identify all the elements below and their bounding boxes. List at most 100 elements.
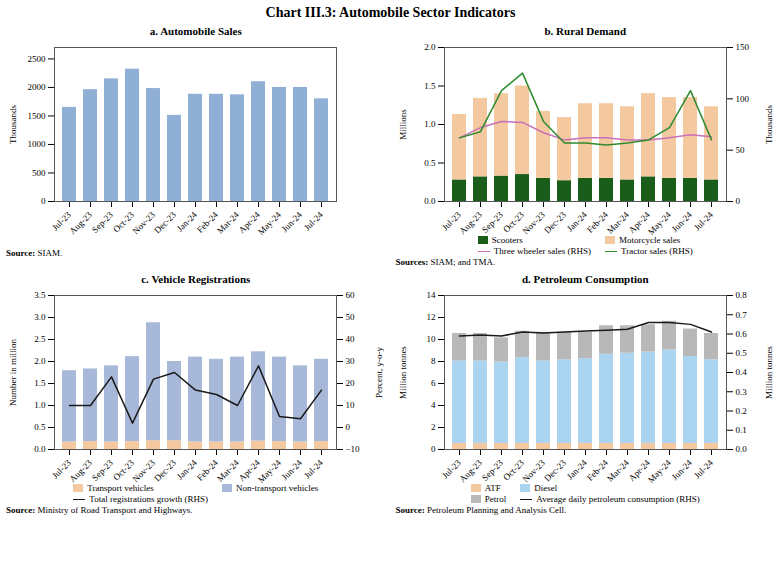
- svg-text:Dec-23: Dec-23: [152, 457, 178, 483]
- svg-text:2.5: 2.5: [34, 334, 46, 344]
- svg-text:Aug-23: Aug-23: [67, 457, 94, 483]
- svg-text:500: 500: [32, 168, 46, 178]
- svg-text:30: 30: [346, 356, 356, 366]
- svg-text:May-24: May-24: [645, 457, 673, 483]
- svg-text:Feb-24: Feb-24: [194, 457, 220, 483]
- svg-text:Jan-24: Jan-24: [564, 209, 588, 233]
- svg-text:50: 50: [346, 312, 356, 322]
- svg-text:Thousands: Thousands: [8, 105, 18, 144]
- svg-text:Mar-24: Mar-24: [215, 209, 241, 235]
- svg-text:50: 50: [735, 145, 745, 155]
- svg-text:0.7: 0.7: [735, 310, 747, 320]
- svg-text:Nov-23: Nov-23: [520, 209, 547, 235]
- svg-text:Thousands: Thousands: [763, 105, 773, 144]
- svg-text:10: 10: [346, 400, 356, 410]
- svg-text:Nov-23: Nov-23: [130, 457, 157, 483]
- svg-text:Million tonnes: Million tonnes: [397, 346, 407, 399]
- svg-text:Million tonnes: Million tonnes: [763, 346, 773, 399]
- svg-text:4: 4: [431, 400, 436, 410]
- svg-text:Mar-24: Mar-24: [604, 209, 630, 235]
- svg-text:150: 150: [735, 42, 749, 52]
- svg-text:Jul-24: Jul-24: [691, 457, 714, 480]
- svg-text:40: 40: [346, 334, 356, 344]
- svg-text:Dec-23: Dec-23: [152, 209, 178, 235]
- svg-text:14: 14: [426, 290, 436, 300]
- svg-text:May-24: May-24: [256, 457, 284, 483]
- svg-text:0: 0: [735, 196, 740, 206]
- svg-text:0.5: 0.5: [424, 158, 436, 168]
- svg-text:Percent, y-o-y: Percent, y-o-y: [374, 347, 384, 398]
- svg-text:Mar-24: Mar-24: [215, 457, 241, 483]
- svg-text:Jun-24: Jun-24: [280, 457, 305, 482]
- svg-text:20: 20: [346, 378, 356, 388]
- svg-text:1.0: 1.0: [34, 400, 46, 410]
- svg-text:0.0: 0.0: [34, 444, 46, 454]
- svg-text:2.0: 2.0: [34, 356, 46, 366]
- svg-text:1000: 1000: [28, 139, 47, 149]
- svg-text:Aug-23: Aug-23: [457, 209, 484, 235]
- svg-text:2: 2: [431, 422, 436, 432]
- svg-text:Jun-24: Jun-24: [669, 209, 694, 234]
- svg-text:Oct-23: Oct-23: [111, 209, 136, 235]
- svg-text:Dec-23: Dec-23: [542, 209, 568, 235]
- svg-text:Number in million: Number in million: [8, 339, 18, 406]
- svg-text:Feb-24: Feb-24: [194, 209, 220, 235]
- svg-text:3.5: 3.5: [34, 290, 46, 300]
- svg-text:Dec-23: Dec-23: [542, 457, 568, 483]
- svg-text:1500: 1500: [28, 111, 47, 121]
- svg-text:0.5: 0.5: [735, 348, 747, 358]
- svg-text:Sep-23: Sep-23: [479, 457, 504, 482]
- svg-text:10: 10: [426, 334, 436, 344]
- svg-text:Oct-23: Oct-23: [500, 209, 526, 235]
- svg-text:3.0: 3.0: [34, 312, 46, 322]
- svg-text:0.3: 0.3: [735, 387, 747, 397]
- svg-text:Aug-23: Aug-23: [457, 457, 484, 483]
- svg-text:Jul-23: Jul-23: [439, 209, 463, 233]
- svg-text:2.0: 2.0: [424, 42, 436, 52]
- svg-text:May-24: May-24: [256, 209, 284, 235]
- svg-text:0.0: 0.0: [735, 444, 747, 454]
- svg-text:0.2: 0.2: [735, 406, 746, 416]
- svg-text:1.5: 1.5: [424, 81, 436, 91]
- svg-text:Feb-24: Feb-24: [584, 457, 610, 483]
- svg-text:Jul-24: Jul-24: [691, 209, 714, 232]
- svg-text:May-24: May-24: [645, 209, 673, 235]
- svg-text:Nov-23: Nov-23: [130, 209, 157, 235]
- svg-text:0.8: 0.8: [735, 290, 747, 300]
- svg-text:Jan-24: Jan-24: [175, 457, 199, 481]
- svg-text:Jan-24: Jan-24: [564, 457, 588, 481]
- svg-text:1.5: 1.5: [34, 378, 46, 388]
- svg-text:Sep-23: Sep-23: [479, 209, 504, 234]
- svg-text:0.6: 0.6: [735, 329, 747, 339]
- svg-text:Mar-24: Mar-24: [604, 457, 630, 483]
- svg-text:0.1: 0.1: [735, 425, 746, 435]
- svg-text:0.0: 0.0: [424, 196, 436, 206]
- svg-text:2000: 2000: [28, 82, 47, 92]
- svg-text:−10: −10: [346, 444, 361, 454]
- svg-text:Millions: Millions: [397, 109, 407, 140]
- svg-text:Feb-24: Feb-24: [584, 209, 610, 235]
- svg-text:6: 6: [431, 378, 436, 388]
- svg-text:0.4: 0.4: [735, 367, 747, 377]
- svg-text:Aug-23: Aug-23: [67, 209, 94, 235]
- svg-text:Jul-24: Jul-24: [302, 209, 325, 232]
- svg-text:0: 0: [431, 444, 436, 454]
- svg-text:100: 100: [735, 94, 749, 104]
- svg-text:Jun-24: Jun-24: [280, 209, 305, 234]
- svg-text:Oct-23: Oct-23: [111, 457, 136, 483]
- svg-text:0: 0: [41, 196, 46, 206]
- svg-text:8: 8: [431, 356, 436, 366]
- svg-text:Nov-23: Nov-23: [520, 457, 547, 483]
- svg-text:0.5: 0.5: [34, 422, 46, 432]
- svg-text:Jul-24: Jul-24: [302, 457, 325, 480]
- svg-text:Oct-23: Oct-23: [500, 457, 526, 483]
- svg-text:12: 12: [426, 312, 435, 322]
- svg-text:60: 60: [346, 290, 356, 300]
- svg-text:Sep-23: Sep-23: [90, 457, 115, 482]
- svg-text:0: 0: [346, 422, 351, 432]
- svg-text:1.0: 1.0: [424, 119, 436, 129]
- svg-text:Jun-24: Jun-24: [669, 457, 694, 482]
- svg-text:2500: 2500: [28, 54, 47, 64]
- svg-text:Sep-23: Sep-23: [90, 209, 115, 234]
- svg-text:Jan-24: Jan-24: [175, 209, 199, 233]
